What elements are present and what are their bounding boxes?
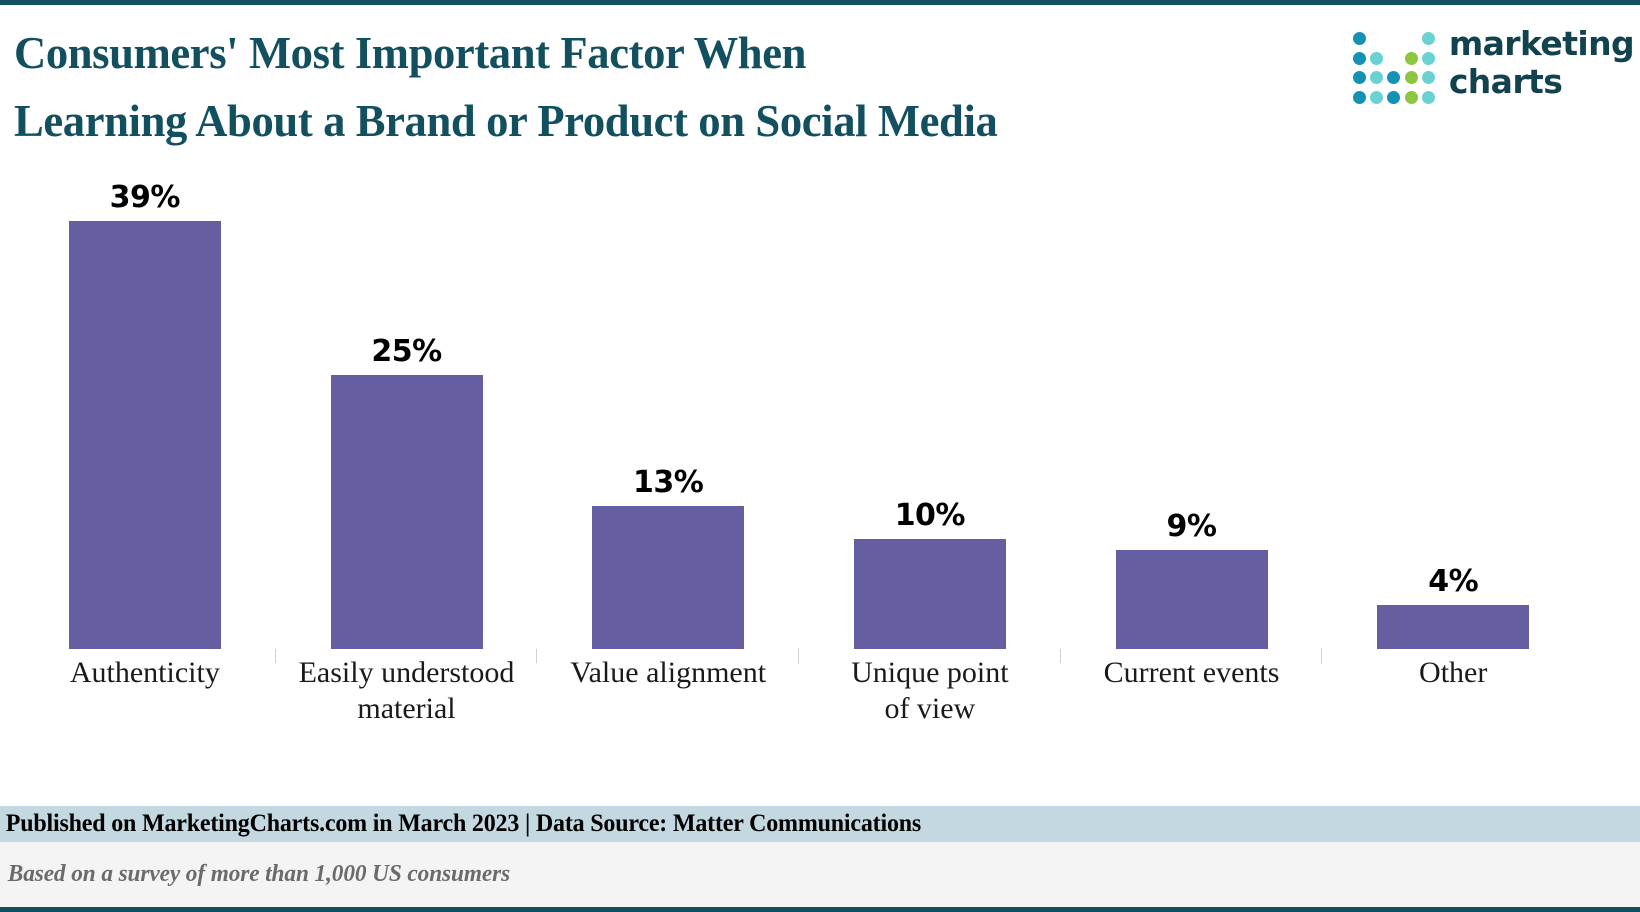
bar[interactable] <box>68 220 221 649</box>
chart-header: Consumers' Most Important Factor When Le… <box>0 5 1640 155</box>
caption-text: Based on a survey of more than 1,000 US … <box>7 861 511 887</box>
x-axis-tick <box>274 649 276 663</box>
bar-value-label: 9% <box>1166 509 1217 545</box>
logo-dot-blue <box>1352 71 1366 85</box>
bar-value-label: 25% <box>371 333 442 369</box>
bar[interactable] <box>1115 550 1268 649</box>
bar-group[interactable]: 9% <box>1061 155 1323 663</box>
logo-dot-green <box>1404 51 1418 65</box>
logo-dot-empty <box>1387 32 1400 45</box>
page-title: Consumers' Most Important Factor When Le… <box>14 27 998 147</box>
logo-wordmark: marketing charts <box>1448 24 1635 104</box>
logo-dot-teal <box>1421 90 1435 104</box>
logo-dot-empty <box>1405 32 1418 45</box>
x-axis-tick <box>798 649 800 663</box>
bar-value-label: 13% <box>633 465 704 501</box>
logo-dot-blue <box>1352 90 1366 104</box>
logo-dot-blue <box>1352 51 1366 65</box>
logo-dot-green <box>1404 90 1418 104</box>
logo-dot-empty <box>1370 32 1383 45</box>
bottom-accent-rule <box>0 907 1640 912</box>
x-axis-label: Value alignment <box>570 656 767 689</box>
x-axis-label: Other <box>1419 656 1488 689</box>
source-band: Published on MarketingCharts.com in Marc… <box>0 806 1640 842</box>
logo-dot-teal <box>1421 51 1435 65</box>
logo-dot-grid-icon <box>1351 29 1437 107</box>
logo-dot-teal <box>1370 90 1384 104</box>
plot-area: 39% 25% 13% 10% 9% 4% Authenticity Easily unde… <box>0 155 1640 755</box>
bar-group[interactable]: 25% <box>276 155 538 663</box>
x-axis-tick <box>536 649 538 663</box>
logo-dot-green <box>1404 71 1418 85</box>
x-axis-tick <box>1321 649 1323 663</box>
bar-series: 39% 25% 13% 10% 9% 4% <box>14 155 1584 663</box>
logo-line-2: charts <box>1448 62 1563 101</box>
top-accent-rule <box>0 0 1640 5</box>
x-axis-tick <box>1059 649 1061 663</box>
bar-value-label: 10% <box>894 498 966 534</box>
logo-dot-blue <box>1352 32 1366 46</box>
logo-dot-teal <box>1421 71 1435 85</box>
logo-dot-blue <box>1387 71 1401 85</box>
bar-value-label: 4% <box>1428 564 1479 600</box>
x-axis-labels: Authenticity Easily understood material Va… <box>14 655 1584 727</box>
bar[interactable] <box>1377 605 1530 649</box>
x-axis-label: Current events <box>1103 656 1280 689</box>
x-axis-label: Authenticity <box>69 656 220 689</box>
bar[interactable] <box>330 374 483 649</box>
caption-band: Based on a survey of more than 1,000 US … <box>0 842 1640 907</box>
logo-dot-blue <box>1387 90 1401 104</box>
bar-group[interactable]: 39% <box>14 155 276 663</box>
logo-dot-teal <box>1421 32 1435 46</box>
x-axis-label: Unique point of view <box>851 656 1009 725</box>
logo-dot-teal <box>1370 71 1384 85</box>
bar-group[interactable]: 4% <box>1322 155 1584 649</box>
marketing-charts-logo: marketing charts <box>1274 19 1635 111</box>
bar-group[interactable]: 10% <box>799 155 1061 663</box>
bar[interactable] <box>853 539 1006 649</box>
logo-dot-empty <box>1387 52 1400 65</box>
logo-line-1: marketing <box>1448 24 1635 64</box>
bar-group[interactable]: 13% <box>537 155 800 663</box>
logo-dot-teal <box>1370 51 1384 65</box>
bar-value-label: 39% <box>109 179 181 215</box>
x-axis-label: Easily understood material <box>298 656 515 725</box>
source-text: Published on MarketingCharts.com in Marc… <box>5 810 922 837</box>
bar[interactable] <box>592 506 745 649</box>
